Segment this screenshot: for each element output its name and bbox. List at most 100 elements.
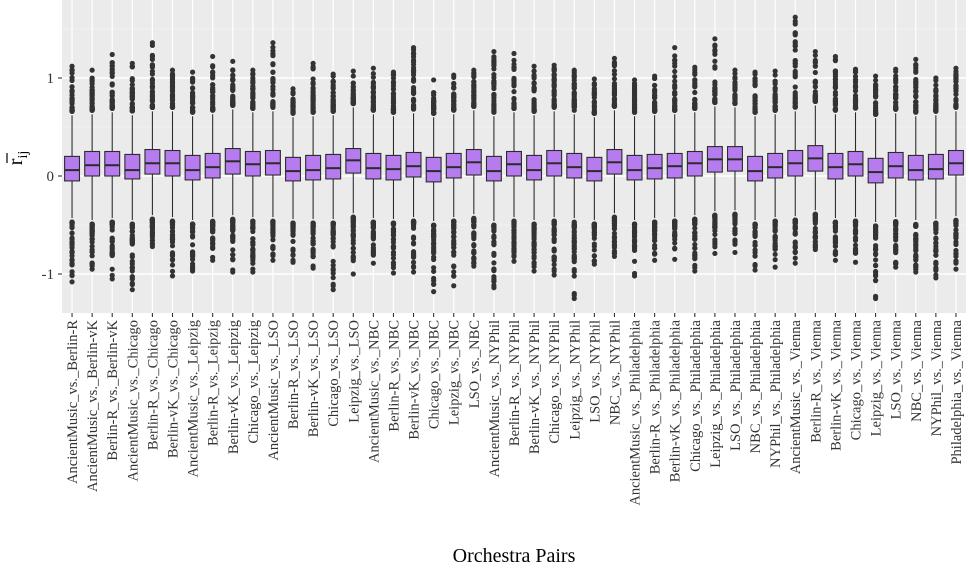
outlier-point	[812, 211, 818, 217]
outlier-point	[772, 87, 778, 93]
outlier-point	[129, 88, 135, 94]
outlier-point	[250, 105, 256, 111]
outlier-point	[69, 236, 75, 242]
outlier-point	[551, 248, 557, 254]
outlier-point	[129, 60, 135, 66]
outlier-point	[210, 226, 216, 233]
outlier-point	[873, 111, 879, 117]
outlier-point	[69, 262, 75, 268]
boxes-layer	[64, 14, 964, 302]
x-tick-label: Berlin-vK_vs._NYPhil	[527, 320, 543, 454]
outlier-point	[230, 247, 236, 253]
outlier-point	[852, 242, 859, 248]
outlier-point	[350, 249, 356, 256]
outlier-point	[370, 219, 376, 226]
x-tick-label: AncientMusic_vs._LSO	[266, 320, 282, 461]
outlier-point	[953, 227, 959, 233]
box-group	[847, 66, 864, 265]
outlier-point	[752, 263, 758, 269]
box-group	[465, 67, 482, 269]
outlier-point	[591, 82, 597, 88]
outlier-point	[933, 103, 939, 109]
outlier-point	[893, 99, 899, 105]
outlier-point	[933, 75, 939, 81]
outlier-point	[270, 237, 276, 243]
outlier-point	[933, 275, 939, 281]
box-group	[686, 64, 703, 274]
outlier-point	[591, 221, 597, 227]
outlier-point	[913, 231, 919, 237]
outlier-point	[531, 68, 537, 74]
outlier-point	[812, 225, 818, 232]
y-axis: -1 0 1	[42, 71, 62, 283]
box-group	[365, 65, 382, 266]
outlier-point	[873, 243, 879, 249]
outlier-point	[330, 287, 336, 293]
outlier-point	[290, 231, 296, 237]
outlier-point	[953, 235, 959, 241]
outlier-point	[370, 236, 376, 242]
box-group	[104, 51, 121, 282]
outlier-point	[310, 88, 316, 94]
outlier-point	[471, 73, 477, 79]
outlier-point	[290, 86, 296, 92]
outlier-point	[451, 98, 457, 104]
x-tick-label: Berlin-R_vs._LSO	[286, 320, 302, 429]
outlier-point	[571, 103, 577, 109]
outlier-point	[792, 42, 798, 49]
outlier-point	[571, 67, 577, 73]
x-tick-label: Leipzig_vs._Vienna	[869, 319, 885, 436]
box-group	[526, 63, 543, 274]
outlier-point	[491, 250, 497, 256]
outlier-point	[913, 221, 919, 228]
outlier-point	[89, 236, 95, 242]
outlier-point	[210, 257, 216, 263]
outlier-point	[451, 245, 457, 251]
outlier-point	[290, 248, 296, 254]
outlier-point	[873, 93, 879, 99]
outlier-point	[169, 268, 176, 274]
x-tick-label: Chicago_vs._Vienna	[849, 319, 865, 440]
outlier-point	[852, 66, 859, 72]
outlier-point	[672, 231, 678, 237]
outlier-point	[330, 275, 336, 281]
outlier-point	[752, 93, 758, 100]
outlier-point	[410, 235, 417, 242]
outlier-point	[873, 257, 879, 263]
outlier-point	[169, 243, 176, 249]
outlier-point	[451, 93, 457, 99]
box-group	[867, 73, 884, 302]
outlier-point	[390, 96, 397, 103]
outlier-point	[611, 214, 618, 220]
outlier-point	[149, 103, 155, 110]
outlier-point	[330, 220, 336, 226]
outlier-point	[571, 273, 577, 279]
outlier-point	[873, 73, 879, 79]
outlier-point	[672, 107, 678, 113]
box-group	[626, 77, 643, 279]
outlier-point	[451, 283, 457, 289]
outlier-point	[431, 107, 437, 113]
outlier-point	[511, 220, 517, 226]
outlier-point	[852, 228, 859, 234]
outlier-point	[491, 239, 497, 245]
box-group	[164, 67, 181, 279]
outlier-point	[913, 67, 919, 74]
outlier-point	[290, 221, 296, 227]
outlier-point	[129, 268, 135, 274]
outlier-point	[672, 85, 678, 91]
x-tick-label: Chicago_vs._NYPhil	[547, 320, 563, 444]
outlier-point	[390, 75, 397, 81]
outlier-point	[672, 53, 678, 59]
outlier-point	[210, 222, 216, 228]
outlier-point	[250, 99, 256, 105]
x-tick-label: Berlin-vK_vs._Vienna	[828, 319, 844, 450]
outlier-point	[712, 87, 718, 94]
outlier-point	[692, 229, 698, 235]
outlier-point	[511, 103, 517, 109]
box-group	[546, 62, 563, 278]
outlier-point	[913, 269, 919, 275]
outlier-point	[491, 227, 497, 233]
outlier-point	[732, 100, 738, 107]
outlier-point	[792, 18, 798, 24]
